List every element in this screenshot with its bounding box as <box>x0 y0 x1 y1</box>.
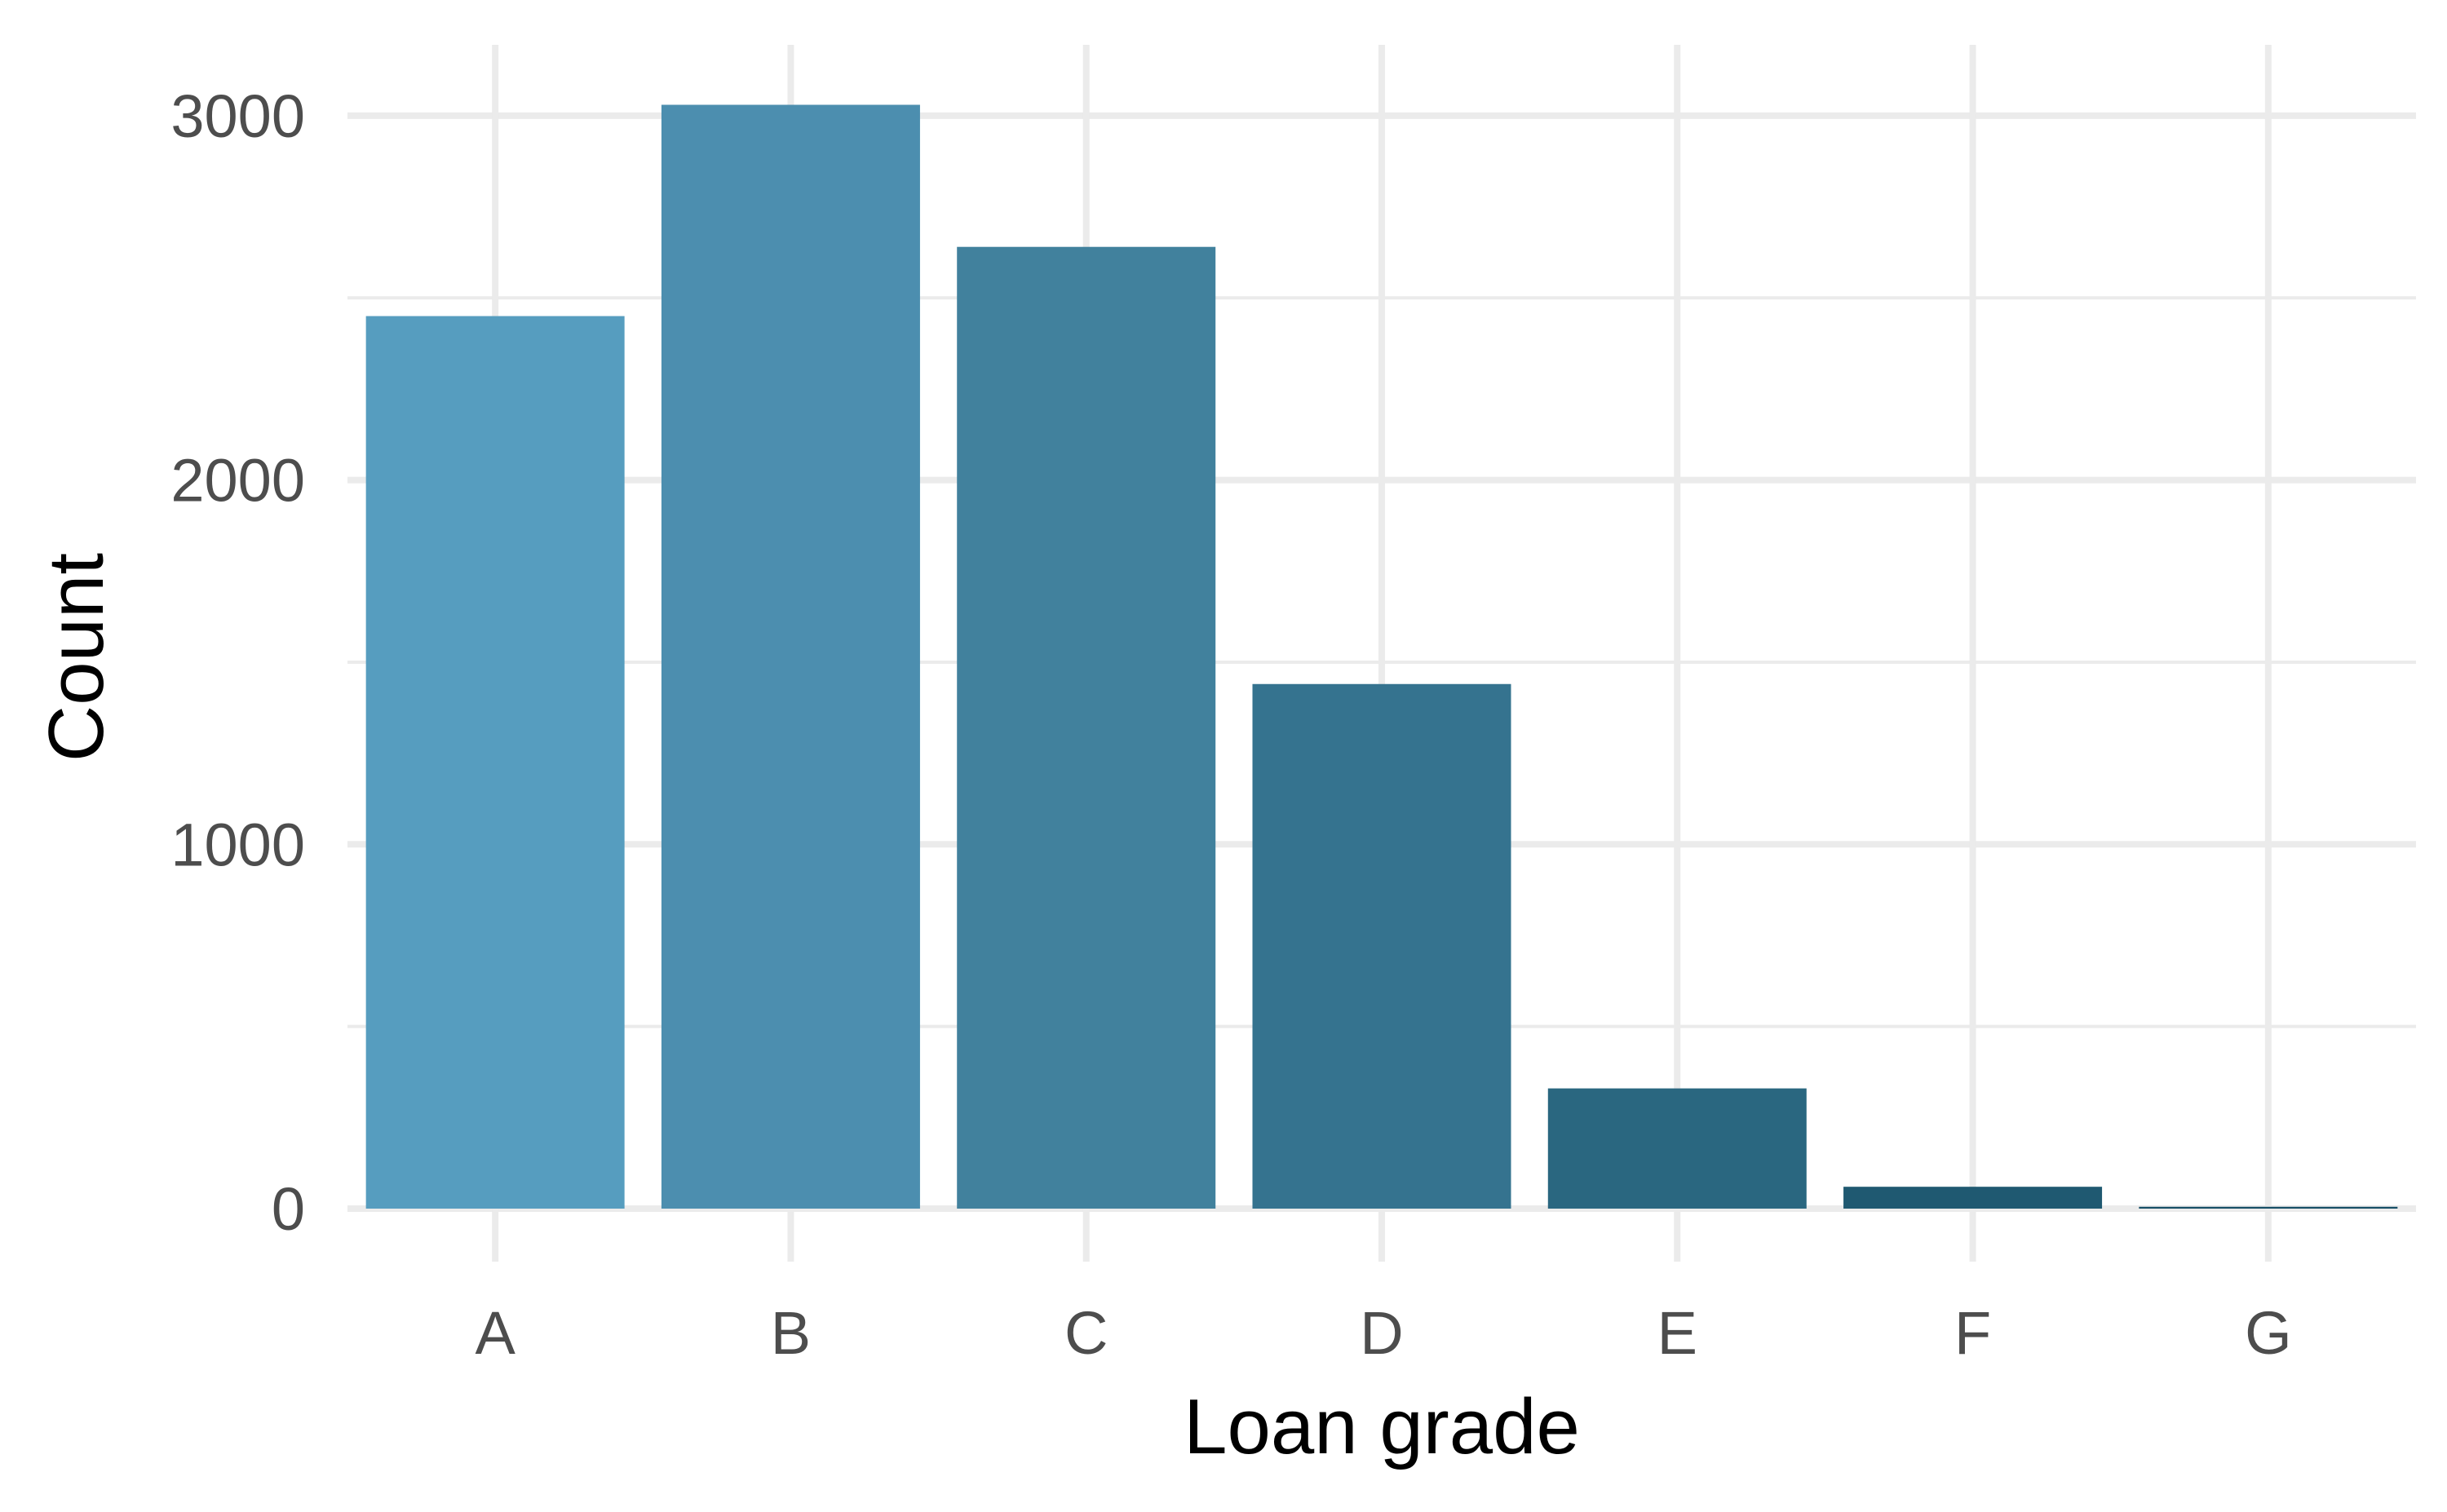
y-tick-label: 2000 <box>170 447 305 515</box>
bar-a <box>365 316 625 1209</box>
x-axis-tick-labels: A B C D E F G <box>475 1299 2291 1367</box>
bar-f <box>1843 1187 2103 1209</box>
bar-b <box>661 104 920 1209</box>
x-tick-label: G <box>2245 1299 2292 1367</box>
bar-c <box>957 246 1216 1209</box>
x-tick-label: D <box>1360 1299 1403 1367</box>
y-tick-label: 0 <box>272 1175 305 1243</box>
x-tick-label: A <box>475 1299 516 1367</box>
y-axis-title: Count <box>33 553 120 762</box>
bars <box>365 104 2398 1209</box>
y-tick-label: 1000 <box>170 811 305 878</box>
bar-g <box>2139 1206 2398 1209</box>
bar-e <box>1547 1088 1807 1209</box>
x-tick-label: C <box>1064 1299 1108 1367</box>
x-tick-label: F <box>1954 1299 1991 1367</box>
x-tick-label: B <box>771 1299 811 1367</box>
y-tick-label: 3000 <box>170 82 305 150</box>
x-tick-label: E <box>1657 1299 1697 1367</box>
x-axis-title: Loan grade <box>1184 1383 1580 1470</box>
y-axis-tick-labels: 0 1000 2000 3000 <box>170 82 305 1243</box>
bar-d <box>1252 683 1511 1209</box>
